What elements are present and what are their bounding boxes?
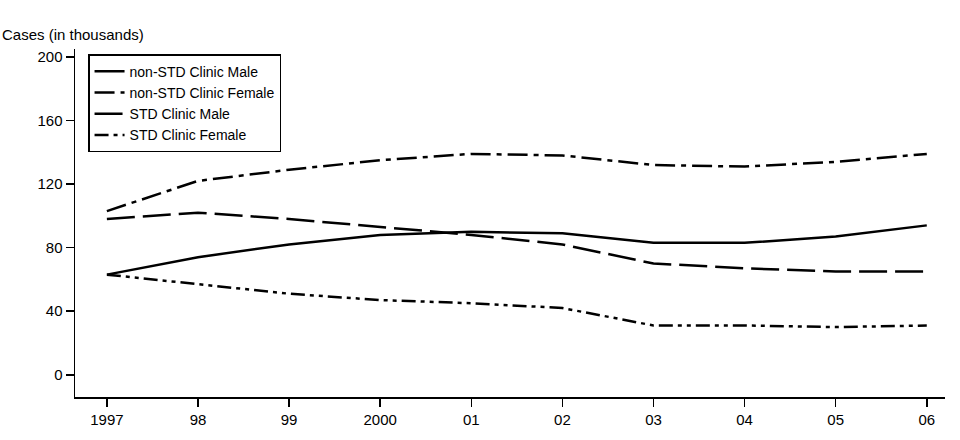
svg-text:06: 06	[918, 411, 935, 428]
svg-text:05: 05	[827, 411, 844, 428]
svg-text:160: 160	[37, 112, 62, 129]
svg-text:98: 98	[190, 411, 207, 428]
svg-text:02: 02	[554, 411, 571, 428]
svg-text:1997: 1997	[90, 411, 123, 428]
svg-text:40: 40	[46, 302, 63, 319]
svg-text:01: 01	[463, 411, 480, 428]
svg-text:non-STD Clinic Female: non-STD Clinic Female	[130, 85, 275, 101]
svg-text:03: 03	[645, 411, 662, 428]
svg-text:STD Clinic Male: STD Clinic Male	[130, 106, 231, 122]
svg-text:200: 200	[37, 48, 62, 65]
svg-text:99: 99	[281, 411, 298, 428]
svg-text:STD Clinic Female: STD Clinic Female	[130, 127, 247, 143]
svg-text:80: 80	[46, 239, 63, 256]
svg-text:120: 120	[37, 175, 62, 192]
svg-text:04: 04	[736, 411, 753, 428]
svg-text:non-STD Clinic Male: non-STD Clinic Male	[130, 64, 259, 80]
svg-text:Cases (in thousands): Cases (in thousands)	[2, 26, 144, 43]
svg-text:2000: 2000	[363, 411, 396, 428]
svg-text:0: 0	[54, 366, 62, 383]
